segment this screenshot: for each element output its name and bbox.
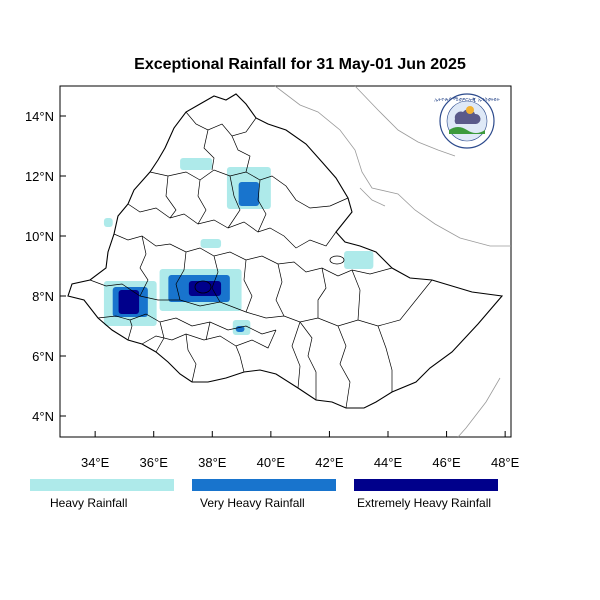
border-6 (165, 175, 177, 219)
x-tick-label: 44°E (374, 455, 403, 470)
rain-cell-extremely-heavy (118, 290, 140, 314)
border-3 (203, 129, 215, 171)
y-tick-label: 8°N (32, 289, 54, 304)
ethiopia-outline (67, 93, 504, 409)
logo-land-icon (449, 127, 485, 134)
border-8 (227, 175, 241, 229)
legend-label-heavy: Heavy Rainfall (50, 496, 128, 510)
border-2 (185, 111, 257, 137)
legend-label-very-heavy: Very Heavy Rainfall (200, 496, 305, 510)
legend-swatch-heavy (30, 479, 174, 491)
somalia-coast (457, 377, 501, 438)
border-22 (337, 325, 351, 409)
red-sea-coast (274, 85, 511, 247)
city-boundaries (194, 255, 345, 294)
plot-frame (59, 85, 512, 438)
border-9 (257, 179, 267, 233)
border-23 (377, 325, 393, 392)
rain-cell-heavy (344, 251, 374, 269)
x-tick-label: 38°E (198, 455, 227, 470)
border-24 (317, 267, 327, 318)
institute-logo: ኢትዮጵያ ሚቲዎሮሎጂ ኢንስቲትዩት (434, 93, 500, 149)
eritrea-coast (354, 85, 456, 157)
x-tick-label: 36°E (140, 455, 169, 470)
border-15 (275, 263, 285, 317)
legend-swatch-very-heavy (192, 479, 336, 491)
addis-ababa-boundary (194, 280, 212, 294)
border-29 (127, 319, 133, 341)
x-axis: 34°E 36°E 38°E 40°E 42°E 44°E 46°E 48°E (81, 431, 520, 470)
border-4 (231, 135, 251, 173)
border-20 (235, 345, 245, 373)
x-tick-label: 40°E (257, 455, 286, 470)
border-7 (197, 179, 207, 225)
y-axis: 4°N 6°N 8°N 10°N 12°N 14°N (25, 109, 66, 424)
border-27 (155, 321, 165, 353)
border-16 (89, 279, 433, 327)
admin-borders (89, 111, 433, 409)
border-19 (185, 333, 197, 383)
rainfall-layer (103, 158, 374, 335)
x-tick-label: 34°E (81, 455, 110, 470)
border-25 (351, 269, 361, 321)
border-28 (205, 321, 211, 341)
logo-text: ኢትዮጵያ ሚቲዎሮሎጂ ኢንስቲትዩት (434, 97, 500, 103)
border-13 (211, 255, 221, 303)
border-14 (243, 259, 253, 313)
rain-cell-very-heavy (238, 182, 260, 206)
border-17 (97, 313, 277, 335)
border-1 (149, 169, 349, 209)
map-title: Exceptional Rainfall for 31 May-01 Jun 2… (134, 56, 466, 73)
logo-cloud-icon (454, 109, 481, 124)
djibouti-border (359, 187, 386, 207)
y-tick-label: 4°N (32, 409, 54, 424)
x-tick-label: 42°E (315, 455, 344, 470)
y-tick-label: 6°N (32, 349, 54, 364)
border-11 (139, 235, 149, 297)
rain-cell-heavy (103, 218, 113, 227)
y-tick-label: 14°N (25, 109, 54, 124)
y-tick-label: 10°N (25, 229, 54, 244)
legend-swatch-extremely-heavy (354, 479, 498, 491)
rain-cell-heavy (200, 239, 222, 248)
y-tick-label: 12°N (25, 169, 54, 184)
rain-cell-heavy (180, 158, 213, 170)
dire-dawa-boundary (329, 255, 345, 265)
border-5 (127, 203, 337, 249)
neighbour-borders (274, 85, 511, 438)
x-tick-label: 48°E (491, 455, 520, 470)
border-12 (175, 251, 187, 301)
x-tick-label: 46°E (432, 455, 461, 470)
legend-label-extremely-heavy: Extremely Heavy Rainfall (357, 496, 492, 510)
border-21 (291, 321, 301, 389)
rain-cell-extremely-heavy (188, 281, 222, 296)
border-26 (299, 321, 317, 400)
logo-sun-icon (466, 106, 474, 114)
